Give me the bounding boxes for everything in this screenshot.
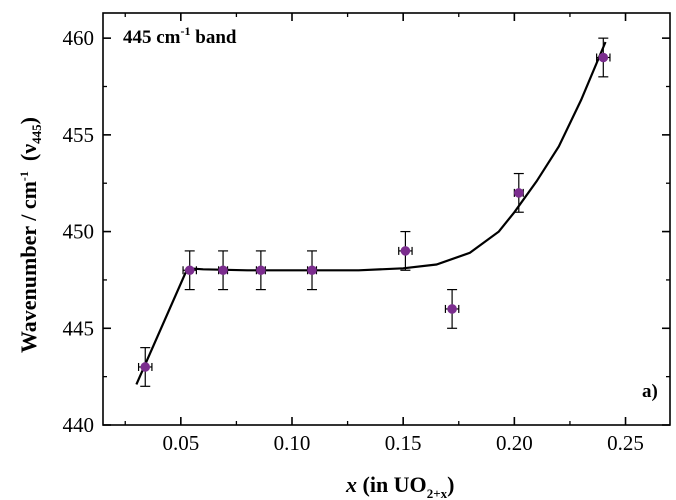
data-points [140,52,609,372]
y-tick-labels: 440 445 450 455 460 [63,26,95,437]
data-point [447,304,457,314]
data-point [514,188,524,198]
fit-line [135,41,607,385]
x-tick-label: 0.05 [162,431,199,455]
y-tick-label: 450 [63,220,95,244]
y-tick-label: 440 [63,413,95,437]
x-tick-label: 0.25 [607,431,644,455]
x-tick-label: 0.20 [496,431,533,455]
data-point [256,265,266,276]
y-axis-title: Wavenumber / cm-1(ν445) [16,117,44,353]
data-point [184,265,195,276]
data-point [598,52,609,63]
data-point [307,265,317,276]
y-tick-label: 455 [63,123,95,147]
data-point [140,362,151,372]
panel-label: a) [642,381,658,402]
error-bars [137,37,611,387]
x-tick-label: 0.10 [274,431,311,455]
annotation-label: 445 cm-1 band [123,24,237,48]
x-tick-labels: 0.05 0.10 0.15 0.20 0.25 [162,431,643,455]
data-point [218,265,228,276]
minor-ticks [103,13,670,425]
data-point [400,246,411,256]
y-tick-label: 460 [63,26,95,50]
y-tick-label: 445 [63,316,95,340]
plot-frame [102,12,671,426]
x-tick-label: 0.15 [385,431,422,455]
x-axis-title: x (in UO2+x) [345,472,454,500]
major-ticks [103,13,670,426]
